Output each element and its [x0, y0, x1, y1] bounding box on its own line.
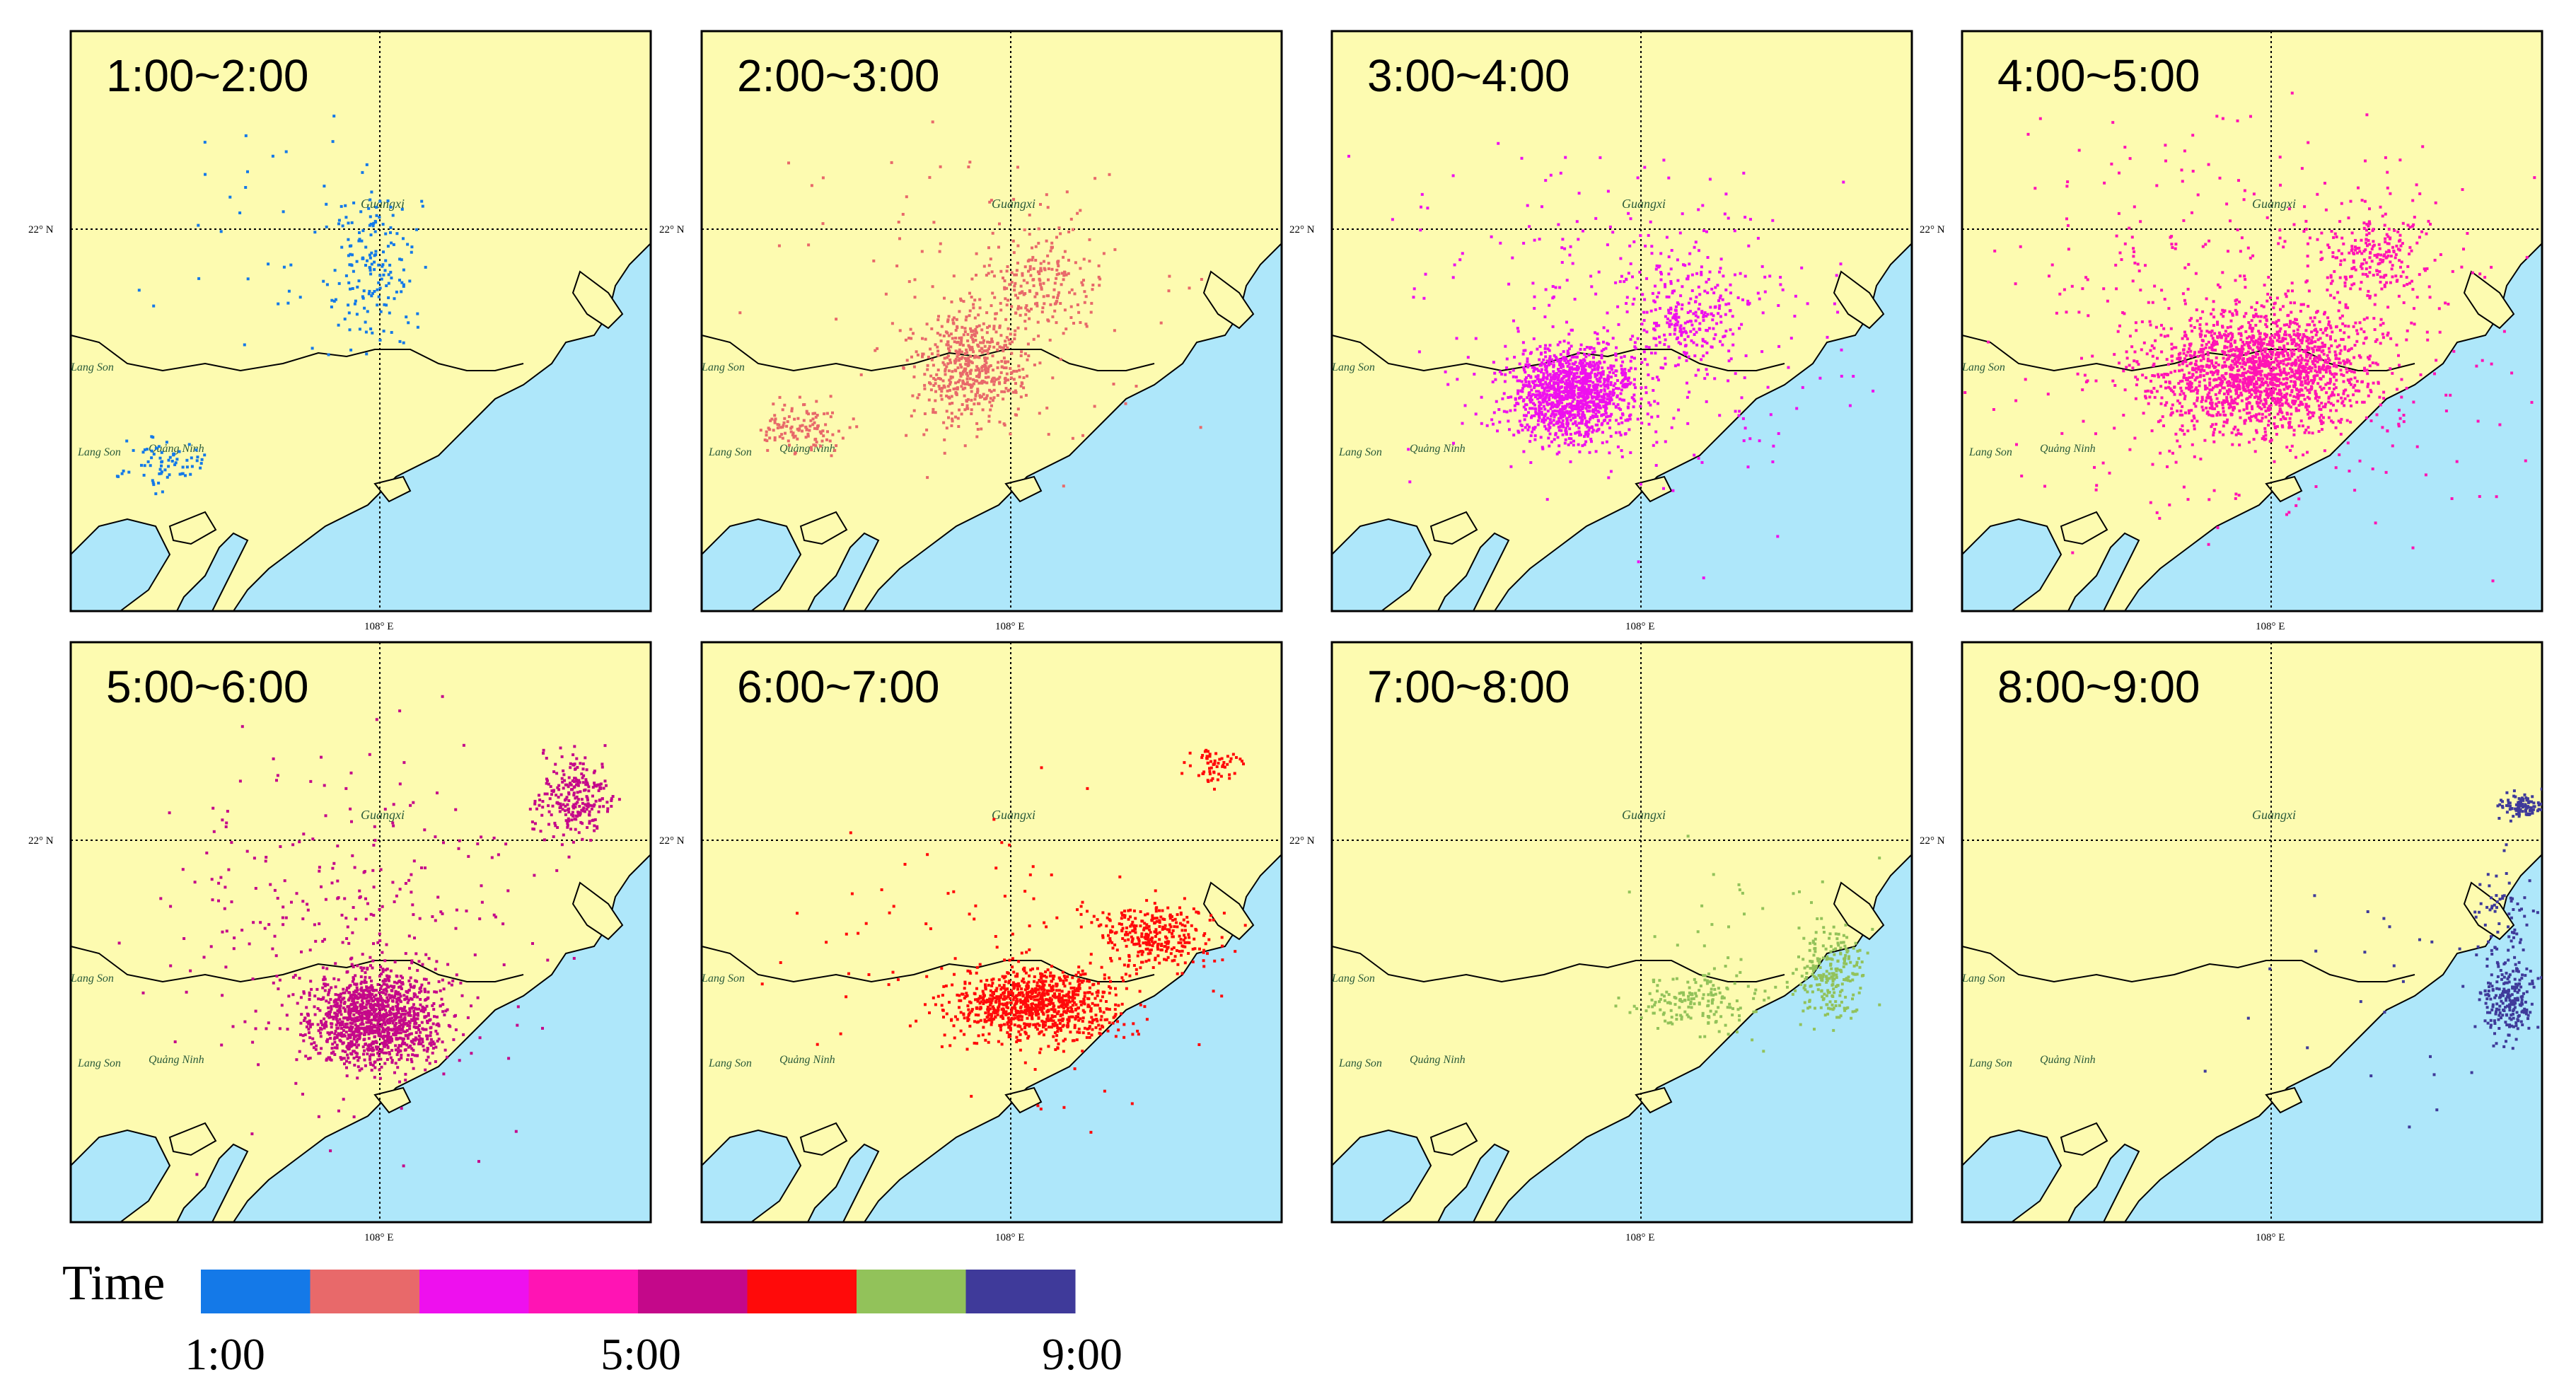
place-label: Lang Son [77, 446, 121, 458]
place-label: Lang Son [1968, 446, 2012, 458]
lat-label: 22° N [1920, 835, 1945, 847]
lightning-points [2203, 787, 2542, 1129]
lightning-points [738, 120, 1203, 488]
lat-label: 22° N [28, 835, 54, 847]
map-panel-3: Guangxi Lang Son Lang Son Quảng Ninh 3:00~4:… [1289, 30, 1913, 632]
province-label: Guangxi [361, 197, 405, 211]
place-label: Quảng Ninh [1410, 443, 1466, 455]
place-label: Lang Son [1968, 1057, 2012, 1069]
legend-tick-start: 1:00 [185, 1329, 265, 1379]
province-label: Guangxi [1622, 197, 1666, 211]
place-label: Lang Son [1331, 973, 1375, 985]
lightning-points [115, 115, 427, 496]
place-label: Lang Son [1331, 361, 1375, 373]
place-label: Lang Son [70, 973, 114, 985]
place-label: Quảng Ninh [779, 1054, 835, 1066]
panel-time-label: 8:00~9:00 [1997, 661, 2200, 712]
legend-swatch-1 [201, 1270, 311, 1313]
panel-time-label: 5:00~6:00 [106, 661, 309, 712]
province-label: Guangxi [992, 197, 1035, 211]
basemap [1330, 30, 1913, 613]
basemap [700, 641, 1283, 1224]
place-label: Lang Son [1338, 1057, 1382, 1069]
lat-label: 22° N [659, 835, 685, 847]
legend-swatch-4 [528, 1270, 639, 1313]
lon-label: 108° E [2256, 621, 2285, 632]
lat-label: 22° N [1289, 835, 1315, 847]
lat-label: 22° N [1289, 224, 1315, 236]
map-panel-7: Guangxi Lang Son Lang Son Quảng Ninh 7:00~8:… [1289, 641, 1913, 1243]
lightning-points [760, 748, 1247, 1134]
lightning-points [1963, 91, 2536, 583]
lon-label: 108° E [995, 621, 1024, 632]
place-label: Quảng Ninh [2040, 1054, 2096, 1066]
place-label: Lang Son [701, 973, 745, 985]
map-panel-4: Guangxi Lang Son Lang Son Quảng Ninh 4:00~5:… [1920, 30, 2543, 632]
basemap [69, 30, 652, 613]
legend-tick-mid: 5:00 [601, 1329, 681, 1379]
map-panel-6: Guangxi Lang Son Lang Son Quảng Ninh 6:00~7:… [659, 641, 1283, 1243]
place-label: Lang Son [1338, 446, 1382, 458]
lon-label: 108° E [1625, 621, 1654, 632]
legend-swatch-7 [857, 1270, 966, 1313]
lat-label: 22° N [659, 224, 685, 236]
lon-label: 108° E [995, 1232, 1024, 1243]
place-label: Lang Son [708, 1057, 752, 1069]
lon-label: 108° E [1625, 1232, 1654, 1243]
legend-swatch-5 [638, 1270, 748, 1313]
panel-time-label: 1:00~2:00 [106, 50, 309, 101]
place-label: Quảng Ninh [149, 1054, 204, 1066]
place-label: Quảng Ninh [779, 443, 835, 455]
place-label: Lang Son [1961, 361, 2005, 373]
province-label: Guangxi [1622, 808, 1666, 822]
lon-label: 108° E [2256, 1232, 2285, 1243]
map-panel-2: Guangxi Lang Son Lang Son Quảng Ninh 2:00~3:… [659, 30, 1283, 632]
place-label: Lang Son [708, 446, 752, 458]
lightning-points [117, 695, 621, 1176]
panel-time-label: 2:00~3:00 [737, 50, 940, 101]
lon-label: 108° E [364, 621, 393, 632]
panel-time-label: 4:00~5:00 [1997, 50, 2200, 101]
map-panel-5: Guangxi Lang Son Lang Son Quảng Ninh 5:00~6:… [28, 641, 652, 1243]
legend-title: Time [62, 1256, 166, 1311]
place-label: Lang Son [1961, 973, 2005, 985]
panel-time-label: 7:00~8:00 [1367, 661, 1570, 712]
basemap [1961, 641, 2543, 1224]
province-label: Guangxi [992, 808, 1035, 822]
lat-label: 22° N [28, 224, 54, 236]
legend-swatch-2 [310, 1270, 420, 1313]
place-label: Quảng Ninh [1410, 1054, 1466, 1066]
legend-swatch-3 [419, 1270, 529, 1313]
legend-swatch-8 [965, 1270, 1076, 1313]
panel-time-label: 6:00~7:00 [737, 661, 940, 712]
place-label: Lang Son [77, 1057, 121, 1069]
lat-label: 22° N [1920, 224, 1945, 236]
panel-time-label: 3:00~4:00 [1367, 50, 1570, 101]
legend-swatch-6 [747, 1270, 857, 1313]
lon-label: 108° E [364, 1232, 393, 1243]
place-label: Quảng Ninh [2040, 443, 2096, 455]
map-panel-8: Guangxi Lang Son Lang Son Quảng Ninh 8:00~9:… [1920, 641, 2543, 1243]
legend-tick-end: 9:00 [1042, 1329, 1122, 1379]
basemap [69, 641, 652, 1224]
province-label: Guangxi [2252, 197, 2296, 211]
legend-colorbar [201, 1270, 1076, 1313]
lightning-points [1614, 835, 1881, 1053]
province-label: Guangxi [2252, 808, 2296, 822]
place-label: Lang Son [70, 361, 114, 373]
lightning-points [1347, 141, 1875, 580]
basemap [700, 30, 1283, 613]
province-label: Guangxi [361, 808, 405, 822]
place-label: Lang Son [701, 361, 745, 373]
